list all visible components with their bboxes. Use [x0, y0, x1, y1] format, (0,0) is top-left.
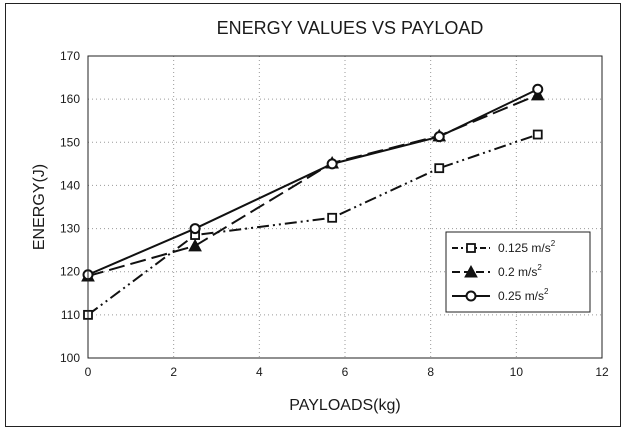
x-tick-label: 0	[85, 365, 92, 379]
y-tick-label: 150	[60, 135, 80, 149]
legend-entry: 0.2 m/s2	[498, 263, 542, 279]
data-point	[433, 131, 445, 143]
data-point	[189, 223, 201, 235]
legend: 0.125 m/s20.2 m/s20.25 m/s2	[445, 231, 591, 313]
legend-entry-sup: 2	[551, 239, 556, 248]
data-point	[188, 238, 202, 252]
data-point	[532, 83, 544, 95]
y-tick-label: 130	[60, 222, 80, 236]
legend-marker	[466, 243, 476, 253]
chart-title: ENERGY VALUES VS PAYLOAD	[217, 18, 484, 38]
data-point	[326, 158, 338, 170]
legend-entry-sup: 2	[544, 287, 549, 296]
x-tick-label: 8	[427, 365, 434, 379]
data-point	[532, 129, 543, 140]
legend-entry: 0.125 m/s2	[498, 239, 556, 255]
legend-entry-name: 0.125 m/s	[498, 241, 551, 255]
series-circle	[82, 83, 544, 281]
y-axis-label: ENERGY(J)	[31, 164, 48, 250]
legend-marker	[465, 290, 477, 302]
plot-area-border	[87, 55, 603, 359]
x-tick-label: 2	[170, 365, 177, 379]
legend-entry-name: 0.2 m/s	[498, 265, 537, 279]
series-line	[87, 133, 539, 316]
data-point	[434, 163, 445, 174]
tick-layer: 0 2 4 6 8 10 12 100 110 120 130 140 150 160 170	[60, 49, 609, 379]
y-tick-label: 100	[60, 351, 80, 365]
x-tick-label: 6	[342, 365, 349, 379]
x-axis-label: PAYLOADS(kg)	[289, 397, 400, 414]
legend-entry: 0.25 m/s2	[498, 287, 549, 303]
y-tick-label: 170	[60, 49, 80, 63]
data-point	[327, 212, 338, 223]
legend-entry-name: 0.25 m/s	[498, 289, 544, 303]
y-tick-label: 120	[60, 265, 80, 279]
figure-border	[5, 3, 621, 427]
series-square	[83, 129, 543, 320]
y-tick-label: 140	[60, 178, 80, 192]
x-tick-label: 10	[510, 365, 524, 379]
legend-marker	[464, 264, 478, 278]
y-tick-label: 110	[61, 308, 80, 322]
x-tick-label: 12	[595, 365, 609, 379]
legend-entry-sup: 2	[537, 263, 542, 272]
x-tick-label: 4	[256, 365, 263, 379]
y-tick-label: 160	[60, 92, 80, 106]
